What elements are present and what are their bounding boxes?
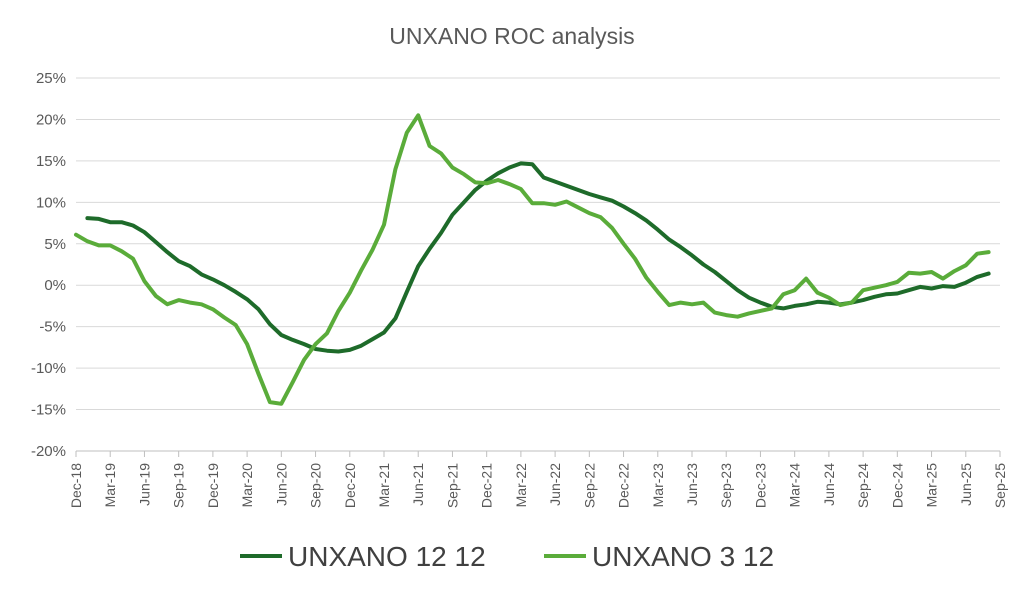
x-tick-label: Jun-19 [136,463,152,506]
legend-label-2: UNXANO 3 12 [592,541,774,572]
x-tick-label: Mar-20 [239,463,255,508]
x-tick-label: Jun-22 [547,463,563,506]
y-tick-label: 0% [44,277,66,294]
legend-label-1: UNXANO 12 12 [288,541,486,572]
x-tick-label: Sep-22 [581,463,597,508]
series-lines [74,113,991,406]
y-tick-label: 10% [36,194,66,211]
x-tick-label: Jun-25 [958,463,974,506]
x-tick-label: Sep-24 [855,463,871,508]
y-tick-label: 25% [36,70,66,87]
x-tick-label: Mar-24 [787,463,803,508]
legend: UNXANO 12 12 UNXANO 3 12 [240,541,774,572]
x-tick-label: Dec-19 [205,463,221,508]
x-tick-label: Dec-22 [616,463,632,508]
x-tick-label: Dec-20 [342,463,358,508]
y-tick-label: -5% [39,319,66,336]
x-tick-label: Dec-24 [889,463,905,508]
x-tick-label: Jun-24 [821,463,837,506]
x-tick-label: Jun-20 [273,463,289,506]
x-axis: Dec-18 Mar-19 Jun-19 Sep-19 Dec-19 Mar-20 Jun-… [68,450,1008,508]
x-tick-label: Sep-21 [444,463,460,508]
x-tick-label: Dec-18 [68,463,84,508]
x-tick-label: Mar-23 [650,463,666,508]
x-tick-label: Mar-19 [102,463,118,508]
series-line-2 [74,113,991,406]
x-tick-label: Jun-23 [684,463,700,506]
y-tick-label: -15% [31,402,66,419]
x-tick-label: Sep-19 [171,463,187,508]
gridlines [76,77,1000,452]
y-tick-label: -10% [31,360,66,377]
x-tick-label: Mar-22 [513,463,529,508]
y-tick-label: 20% [36,111,66,128]
x-tick-label: Sep-23 [718,463,734,508]
x-tick-label: Jun-21 [410,463,426,506]
y-axis: 25% 20% 15% 10% 5% 0% -5% -10% -15% -20% [31,70,66,460]
x-tick-label: Mar-21 [376,463,392,508]
x-tick-label: Mar-25 [924,463,940,508]
y-tick-label: -20% [31,443,66,460]
y-tick-label: 5% [44,236,66,253]
x-tick-label: Dec-23 [752,463,768,508]
x-tick-label: Sep-20 [308,463,324,508]
chart-title: UNXANO ROC analysis [389,23,634,49]
series-line-1 [85,161,991,354]
x-tick-label: Dec-21 [479,463,495,508]
x-tick-label: Sep-25 [992,463,1008,508]
y-tick-label: 15% [36,153,66,170]
